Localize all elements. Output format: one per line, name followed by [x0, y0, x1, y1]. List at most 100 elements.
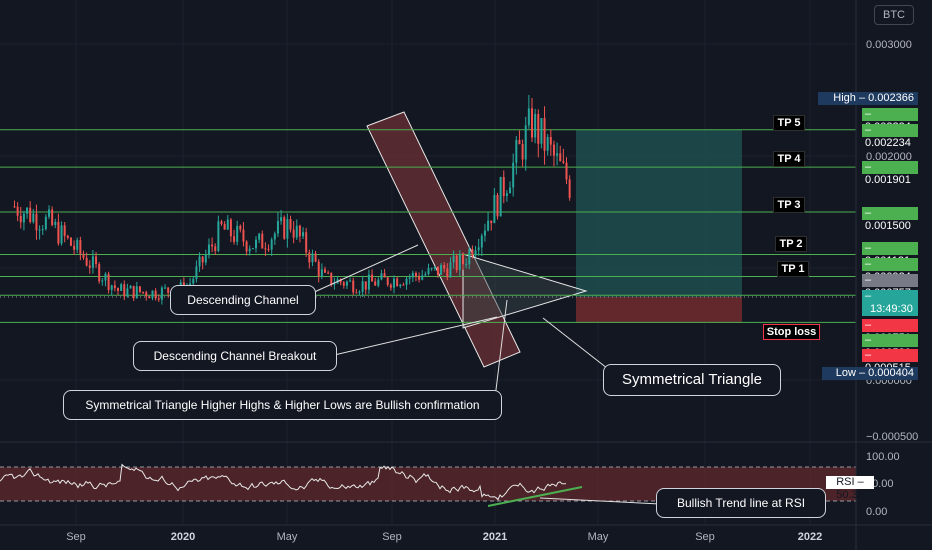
- candle-body: [449, 262, 452, 278]
- candle-body: [490, 220, 493, 224]
- candle-body: [286, 218, 289, 239]
- candle-body: [396, 278, 399, 287]
- candle-body: [480, 235, 483, 248]
- stop-loss-label: Stop loss: [763, 324, 820, 340]
- candle-body: [509, 187, 512, 194]
- candle-body: [311, 253, 314, 263]
- candle-body: [512, 162, 515, 188]
- candle-body: [433, 266, 436, 269]
- candle-body: [98, 264, 101, 282]
- time-tick: Sep: [382, 531, 402, 543]
- candle-body: [361, 281, 364, 292]
- candle-body: [349, 280, 352, 282]
- candle-body: [167, 287, 170, 293]
- candle-body: [324, 269, 326, 273]
- candle-body: [201, 256, 204, 263]
- candle-body: [364, 281, 367, 290]
- tp2-label: TP 2: [775, 236, 807, 252]
- rsi-tick: 100.00: [866, 451, 900, 463]
- price-label: – 0.002234: [862, 108, 918, 133]
- candle-body: [455, 255, 458, 271]
- time-tick: 2022: [798, 531, 822, 543]
- candle-body: [129, 285, 132, 289]
- candle-body: [339, 279, 342, 283]
- rsi-value-label: RSI – 50.38: [826, 476, 874, 501]
- candle-body: [518, 140, 521, 145]
- candle-body: [264, 248, 267, 250]
- candle-body: [267, 248, 270, 250]
- candle-body: [95, 256, 98, 265]
- candle-body: [405, 278, 408, 285]
- candle-body: [355, 292, 358, 294]
- candle-body: [60, 225, 63, 244]
- candle-body: [66, 235, 69, 238]
- candle-body: [477, 247, 480, 251]
- candle-body: [63, 225, 66, 236]
- price-label: – 0.000515: [862, 349, 918, 374]
- time-tick: May: [588, 531, 609, 543]
- candle-body: [427, 268, 430, 275]
- time-tick: 2020: [171, 531, 195, 543]
- candle-body: [54, 221, 57, 225]
- annotation-pointers: [309, 244, 613, 399]
- candle-body: [26, 207, 29, 214]
- candle-body: [160, 287, 163, 300]
- candle-body: [383, 273, 386, 278]
- candle-body: [465, 264, 468, 266]
- candle-body: [543, 118, 546, 151]
- candle-body: [474, 250, 477, 256]
- candle-body: [292, 229, 295, 238]
- candle-body: [85, 257, 88, 266]
- time-tick: Sep: [695, 531, 715, 543]
- time-tick: 2021: [483, 531, 507, 543]
- candle-body: [211, 244, 214, 247]
- candle-body: [502, 176, 505, 197]
- candle-body: [104, 273, 107, 281]
- candle-body: [214, 246, 217, 251]
- currency-button[interactable]: BTC: [874, 5, 914, 25]
- candle-body: [276, 220, 279, 234]
- candle-body: [164, 287, 167, 289]
- current-price-label: – 0.000755: [862, 290, 918, 315]
- rsi-line: [0, 463, 566, 501]
- candle-body: [126, 288, 129, 297]
- candle-body: [142, 291, 145, 293]
- candle-body: [255, 239, 257, 249]
- candle-body: [29, 207, 32, 222]
- candle-body: [298, 225, 301, 237]
- candle-body: [424, 274, 427, 276]
- candle-body: [113, 285, 116, 289]
- candle-body: [402, 284, 405, 286]
- rsi-trend-pointer: [539, 497, 661, 505]
- candle-body: [358, 291, 361, 293]
- candle-body: [436, 266, 439, 275]
- candle-body: [35, 213, 38, 231]
- candle-body: [41, 229, 44, 231]
- candle-body: [314, 253, 317, 262]
- triangle-bullish-annotation: Symmetrical Triangle Higher Highs & High…: [63, 390, 502, 420]
- candle-body: [367, 274, 370, 290]
- candle-body: [487, 220, 490, 231]
- candle-body: [101, 280, 104, 282]
- price-tick: 0.003000: [866, 39, 912, 51]
- candle-body: [305, 232, 308, 253]
- candle-body: [371, 274, 374, 282]
- candle-body: [138, 286, 141, 292]
- candle-body: [233, 236, 236, 242]
- candle-body: [493, 194, 496, 224]
- candle-body: [552, 144, 555, 156]
- candle-body: [317, 261, 320, 277]
- high-price-label: High – 0.002366: [818, 92, 918, 105]
- candle-body: [242, 229, 245, 242]
- candle-body: [471, 249, 474, 256]
- price-label: – 0.001901: [862, 161, 918, 186]
- candle-body: [48, 209, 50, 217]
- candle-body: [107, 273, 110, 291]
- candle-body: [496, 194, 499, 217]
- candle-body: [32, 213, 35, 222]
- candle-body: [330, 272, 333, 285]
- candle-body: [151, 290, 154, 299]
- candle-body: [251, 248, 254, 250]
- candle-body: [524, 125, 527, 160]
